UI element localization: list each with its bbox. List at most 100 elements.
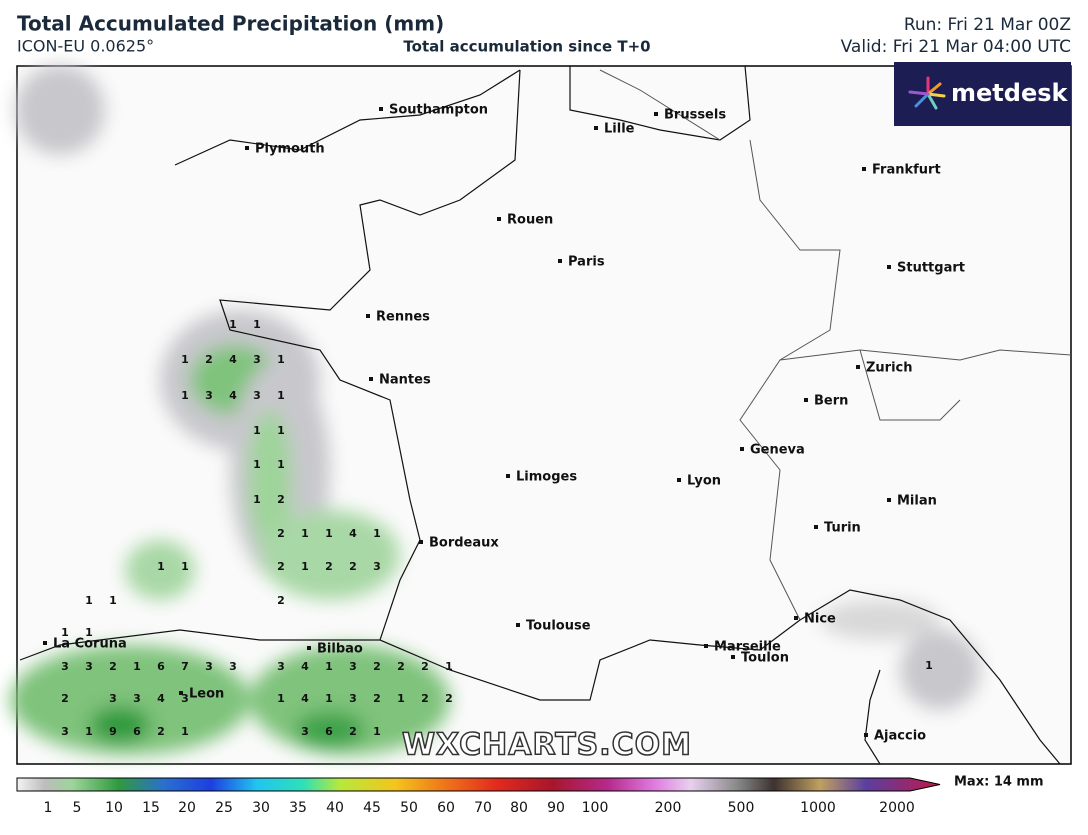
city-marker (516, 623, 520, 627)
precip-value: 1 (301, 527, 309, 540)
precip-value: 3 (373, 560, 381, 573)
precip-value: 2 (277, 527, 285, 540)
colorbar-tick-label: 60 (437, 800, 455, 816)
city-marker (594, 126, 598, 130)
city-label: Stuttgart (897, 261, 965, 276)
city-label: Frankfurt (872, 163, 941, 178)
precip-value: 1 (277, 353, 285, 366)
precip-value: 2 (325, 560, 333, 573)
precip-value: 3 (205, 660, 213, 673)
colorbar-tick-label: 25 (215, 800, 233, 816)
precip-value: 3 (277, 660, 285, 673)
city-marker (43, 641, 47, 645)
precip-value: 2 (397, 660, 405, 673)
precip-value: 2 (349, 560, 357, 573)
precip-value: 1 (229, 318, 237, 331)
precip-value: 3 (61, 660, 69, 673)
city-label: Lille (604, 122, 635, 137)
precip-value: 3 (229, 660, 237, 673)
colorbar-tick-label: 500 (728, 800, 755, 816)
colorbar-tick-label: 45 (363, 800, 381, 816)
city-label: Limoges (516, 470, 577, 485)
city-marker (497, 217, 501, 221)
city-label: Nantes (379, 373, 431, 388)
precip-value: 2 (277, 493, 285, 506)
precip-value: 2 (373, 660, 381, 673)
colorbar-tick-label: 80 (510, 800, 528, 816)
logo-text: metdesk (951, 79, 1069, 107)
colorbar-tick-label: 2000 (879, 800, 915, 816)
city-marker (862, 167, 866, 171)
precip-value: 3 (301, 725, 309, 738)
colorbar-tick-label: 1000 (800, 800, 836, 816)
city-label: Ajaccio (874, 729, 926, 744)
precip-value: 4 (301, 660, 309, 673)
precip-value: 1 (373, 527, 381, 540)
logo-icon (908, 76, 946, 110)
colorbar-tick-label: 35 (289, 800, 307, 816)
precip-value: 7 (181, 660, 189, 673)
valid-time: Valid: Fri 21 Mar 04:00 UTC (841, 37, 1071, 57)
precip-value: 1 (85, 725, 93, 738)
precip-value: 3 (109, 692, 117, 705)
city-label: Plymouth (255, 142, 325, 157)
precip-value: 1 (61, 626, 69, 639)
precip-value: 2 (421, 660, 429, 673)
precip-value: 1 (181, 560, 189, 573)
precip-value: 2 (157, 725, 165, 738)
city-marker (740, 447, 744, 451)
precip-value: 3 (349, 660, 357, 673)
precip-value: 6 (133, 725, 141, 738)
city-label: Turin (824, 521, 861, 536)
city-marker (558, 259, 562, 263)
precip-value: 1 (301, 560, 309, 573)
precip-value: 1 (253, 458, 261, 471)
precip-value: 1 (397, 692, 405, 705)
precip-value: 2 (421, 692, 429, 705)
city-label: Southampton (389, 103, 488, 118)
city-label: Toulon (741, 651, 789, 666)
city-label: Geneva (750, 443, 805, 458)
city-marker (245, 146, 249, 150)
city-label: Rennes (376, 310, 430, 325)
precip-value: 1 (253, 318, 261, 331)
city-marker (864, 733, 868, 737)
city-label: Brussels (664, 108, 726, 123)
colorbar-tick-label: 30 (252, 800, 270, 816)
precip-value: 1 (373, 725, 381, 738)
precip-value: 6 (325, 725, 333, 738)
colorbar-tick-label: 200 (655, 800, 682, 816)
city-label: Zurich (866, 361, 913, 376)
precip-value: 1 (277, 389, 285, 402)
precip-value: 1 (325, 692, 333, 705)
colorbar-tick-label: 15 (142, 800, 160, 816)
precip-value: 1 (157, 560, 165, 573)
model: ICON-EU 0.0625° (17, 37, 154, 56)
city-marker (887, 265, 891, 269)
precip-value: 3 (205, 389, 213, 402)
precip-value: 3 (253, 353, 261, 366)
colorbar-tick-label: 100 (582, 800, 609, 816)
precip-value: 6 (157, 660, 165, 673)
precip-value: 1 (181, 725, 189, 738)
coastlines (19, 65, 1061, 765)
borders (599, 69, 1072, 621)
city-marker (654, 112, 658, 116)
precip-value: 1 (325, 660, 333, 673)
city-label: Rouen (507, 213, 553, 228)
colorbar-tick-label: 1 (44, 800, 53, 816)
precip-value: 2 (349, 725, 357, 738)
precip-value: 3 (349, 692, 357, 705)
precip-value: 4 (349, 527, 357, 540)
precip-value: 4 (229, 389, 237, 402)
city-marker (307, 646, 311, 650)
city-marker (179, 691, 183, 695)
precip-value: 2 (445, 692, 453, 705)
precip-value: 4 (301, 692, 309, 705)
precip-value: 3 (61, 725, 69, 738)
city-marker (506, 474, 510, 478)
city-marker (419, 540, 423, 544)
city-label: Paris (568, 255, 605, 270)
city-label: Bilbao (317, 642, 363, 657)
